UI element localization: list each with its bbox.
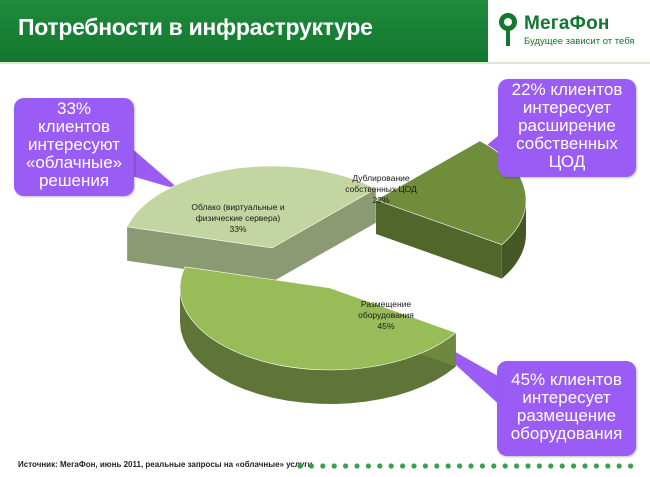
decorative-dot [616, 463, 622, 469]
slice-label: Облако (виртуальные и физические сервера)… [191, 202, 284, 234]
slice-value-label: 45% [377, 321, 394, 331]
decorative-dot [582, 463, 588, 469]
logo-text: МегаФон [524, 13, 610, 34]
megafon-logo: МегаФон Будущее зависит от тебя [488, 0, 650, 62]
pie-chart: Облако (виртуальные и физические сервера)… [122, 130, 527, 410]
decorative-dot [354, 463, 360, 469]
pie-slice-wall [127, 226, 272, 282]
pie-slice-side [180, 288, 456, 404]
decorative-dot [320, 463, 326, 469]
decorative-dot [377, 463, 383, 469]
decorative-dot [445, 463, 451, 469]
callout-colocation-line: интересует [522, 388, 611, 407]
pie-slice-top [179, 266, 457, 371]
decorative-dot [331, 463, 337, 469]
decorative-dot [400, 463, 406, 469]
slice-value-label: 22% [372, 195, 389, 205]
slice-label: Дублирование собственных ЦОД 22% [345, 173, 417, 205]
decorative-dot [593, 463, 599, 469]
callout-cloud-line: интересуют [27, 135, 120, 154]
decorative-dot [297, 463, 303, 469]
callout-own-dc-line: расширение [518, 116, 616, 135]
decorative-dot [514, 463, 520, 469]
decorative-dot [479, 463, 485, 469]
decorative-dot [548, 463, 554, 469]
callout-own-dc-line: интересует [522, 98, 612, 117]
logo-tagline: Будущее зависит от тебя [524, 36, 635, 47]
slice-label-line: собственных ЦОД [345, 184, 417, 194]
decorative-dot [457, 463, 463, 469]
decorative-dot [434, 463, 440, 469]
callout-cloud-line: «облачные» [25, 153, 123, 172]
slice-label-line: оборудования [358, 310, 414, 320]
decorative-dot [605, 463, 611, 469]
pie-slice-top [126, 165, 377, 249]
callout-colocation: 45% клиентов интересует размещение обору… [497, 361, 636, 456]
pie-slice [375, 140, 527, 279]
decorative-dot [411, 463, 417, 469]
decorative-dot [422, 463, 428, 469]
callout-cloud-line: клиентов [38, 117, 110, 136]
callout-own-dc-line: 22% клиентов [511, 80, 623, 99]
slice-value-label: 33% [229, 224, 246, 234]
decorative-dot [571, 463, 577, 469]
callout-cloud-line: решения [38, 171, 110, 190]
decorative-dot [628, 463, 634, 469]
pie-slice-wall [272, 188, 376, 282]
pie-slice [179, 266, 457, 404]
callout-pointer [122, 140, 180, 190]
callout-colocation-line: оборудования [510, 424, 623, 443]
pie-slice-side [501, 200, 526, 279]
slice-label-line: Размещение [361, 299, 412, 309]
slice-label-line: Дублирование [352, 173, 410, 183]
callout-colocation-line: 45% клиентов [511, 370, 622, 389]
source-note: Источник: МегаФон, июнь 2011, реальные з… [18, 460, 313, 469]
callout-colocation-line: размещение [516, 406, 617, 425]
callout-cloud-line: 33% [56, 99, 92, 118]
pie-slice-top [375, 140, 527, 246]
slice-label-line: Облако (виртуальные и [191, 202, 284, 212]
slice-label-line: физические сервера) [196, 213, 281, 223]
page-title: Потребности в инфраструктуре [18, 14, 373, 40]
decorative-dots [297, 463, 634, 469]
decorative-dot [559, 463, 565, 469]
decorative-dot [343, 463, 349, 469]
callout-own-dc-line: ЦОД [548, 152, 586, 171]
slice-label: Размещение оборудования 45% [358, 299, 414, 331]
decorative-dot [388, 463, 394, 469]
callout-own-dc: 22% клиентов интересует расширение собст… [498, 79, 636, 177]
decorative-dot [491, 463, 497, 469]
decorative-dot [308, 463, 314, 469]
pie-slice [126, 165, 377, 282]
decorative-dot [502, 463, 508, 469]
decorative-dot [365, 463, 371, 469]
header-divider [0, 62, 650, 64]
decorative-dot [525, 463, 531, 469]
megafon-logo-icon [499, 13, 517, 46]
decorative-dot [468, 463, 474, 469]
callout-own-dc-line: собственных [516, 134, 618, 153]
pie-slice-wall [376, 200, 502, 279]
callout-cloud: 33% клиентов интересуют «облачные» решен… [14, 98, 134, 196]
decorative-dot [536, 463, 542, 469]
